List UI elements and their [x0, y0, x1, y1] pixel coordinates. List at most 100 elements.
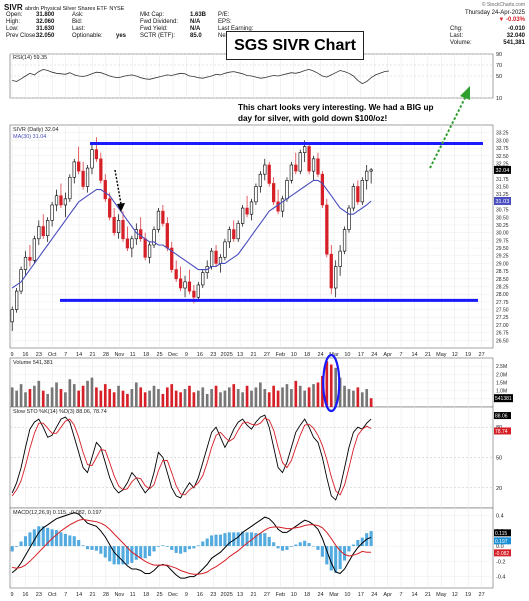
macd-hist-bar: [223, 533, 227, 547]
volume-bar: [196, 390, 200, 407]
volume-bar: [130, 389, 134, 407]
volume-bar: [117, 385, 120, 407]
candle-body: [320, 173, 325, 206]
candle-body: [254, 186, 258, 203]
exchange-label: NYSE: [109, 6, 125, 12]
volume-bar: [329, 364, 333, 407]
volume-bar: [285, 384, 289, 407]
header-field-label: Chg:: [450, 26, 463, 32]
macd-hist-bar: [152, 546, 156, 552]
candle-body: [77, 161, 81, 172]
header-field-mid2_fields-1: Fwd Dividend: N/A: [140, 19, 200, 26]
macd-hist-bar: [311, 546, 316, 547]
volume-bar: [192, 392, 196, 407]
sto-k-label: 88.06: [495, 414, 508, 420]
x-tick-label: 18: [143, 352, 149, 358]
vol-tick-label: 1.5M: [496, 381, 507, 387]
rsi-tick-label: 70: [496, 63, 502, 69]
header-field-mid3_fields-0: P/E:: [218, 12, 229, 19]
price-tick-label: 33.25: [496, 131, 509, 137]
x-tick-label: 27: [264, 352, 270, 358]
volume-bar: [338, 377, 342, 407]
header-field-label: Bid:: [72, 19, 83, 25]
x-tick-label: 21: [250, 592, 256, 598]
volume-bar: [352, 390, 355, 407]
candle-body: [50, 204, 54, 221]
volume-bar: [121, 390, 125, 407]
ma-legend: MA(30) 31.04: [13, 134, 46, 140]
header-field-mid3_fields-1: EPS:: [218, 19, 232, 26]
volume-bar: [95, 387, 98, 407]
candle-body: [272, 183, 276, 203]
macd-tick-label: 0.0: [496, 544, 504, 550]
candle-body: [143, 238, 147, 258]
volume-bar: [81, 385, 85, 407]
price-tick-label: 26.75: [496, 331, 509, 337]
macd-hist-bar: [205, 538, 209, 547]
macd-hist-bar: [143, 546, 147, 559]
price-tick-label: 27.50: [496, 308, 509, 314]
macd-hist-bar: [325, 546, 329, 565]
candle-body: [183, 281, 187, 289]
x-tick-label: Feb: [276, 352, 285, 358]
x-tick-label: 17: [358, 352, 364, 358]
candle-body: [360, 180, 364, 203]
macd-last-label: 0.115: [495, 531, 507, 537]
header-field-mid3_fields-2: Last Earning:: [218, 26, 253, 33]
macd-hist-bar: [130, 546, 134, 563]
header-field-value: 541,381: [503, 40, 525, 46]
macd-hist-bar: [214, 534, 218, 547]
macd-hist-bar: [19, 541, 23, 547]
header-field-value: 32.060: [36, 19, 55, 25]
x-tick-label: Dec: [168, 352, 178, 358]
header-field-value: N/A: [190, 26, 201, 32]
candle-body: [187, 281, 192, 292]
x-tick-label: 10: [291, 352, 297, 358]
sto-line-d: [11, 417, 372, 497]
volume-bar: [188, 385, 191, 407]
header-field-value: 31.630: [36, 26, 55, 32]
header-field-mid2_fields-0: Mkt Cap: 1.63B: [140, 12, 206, 19]
macd-tick-label: -0.4: [496, 575, 505, 581]
volume-bar: [343, 385, 346, 407]
down-arrow-head: [117, 203, 125, 212]
projection-arrow-head: [460, 86, 470, 100]
macd-title: MACD(12,26,9) 0.115, -0.082, 0.197: [13, 510, 102, 516]
candle-body: [236, 223, 240, 240]
price-tick-label: 30.75: [496, 208, 509, 214]
macd-hist-bar: [174, 546, 178, 553]
rsi-tick-label: 90: [496, 52, 502, 58]
header-field-label: EPS:: [218, 19, 232, 25]
header-field-label: Fwd Yield:: [140, 26, 168, 32]
volume-bar: [254, 387, 258, 407]
x-tick-label: 16: [197, 592, 203, 598]
macd-hist-bar: [258, 533, 262, 547]
volume-bar: [161, 393, 165, 407]
macd-hist-bar: [320, 546, 324, 557]
header-field-mid1_fields-2: Last:: [72, 26, 85, 33]
volume-bar: [139, 387, 143, 407]
candle-body: [130, 238, 134, 249]
volume-bar: [223, 390, 227, 407]
volume-bar: [19, 384, 23, 407]
x-tick-label: 25: [157, 352, 163, 358]
header-field-label: High:: [6, 19, 21, 25]
volume-bar: [360, 392, 364, 407]
volume-last-label: 541381: [495, 396, 512, 402]
candle-body: [54, 195, 59, 206]
macd-hist-tag: [494, 537, 511, 545]
candle-body: [245, 207, 249, 215]
symbol-header: SIVR abrdn Physical Silver Shares ETF NY…: [4, 3, 124, 14]
macd-hist-bar: [272, 542, 276, 547]
candle-body: [267, 164, 271, 184]
x-tick-label: 28: [103, 592, 109, 598]
macd-hist-bar: [161, 545, 165, 547]
volume-highlight-oval: [322, 353, 341, 413]
x-tick-label: 10: [291, 592, 297, 598]
price-tick-label: 31.25: [496, 192, 509, 198]
macd-hist-bar: [343, 546, 347, 561]
macd-hist-bar: [179, 546, 183, 554]
candle-body: [121, 220, 125, 240]
volume-bar: [59, 389, 63, 407]
volume-bar: [294, 380, 298, 407]
